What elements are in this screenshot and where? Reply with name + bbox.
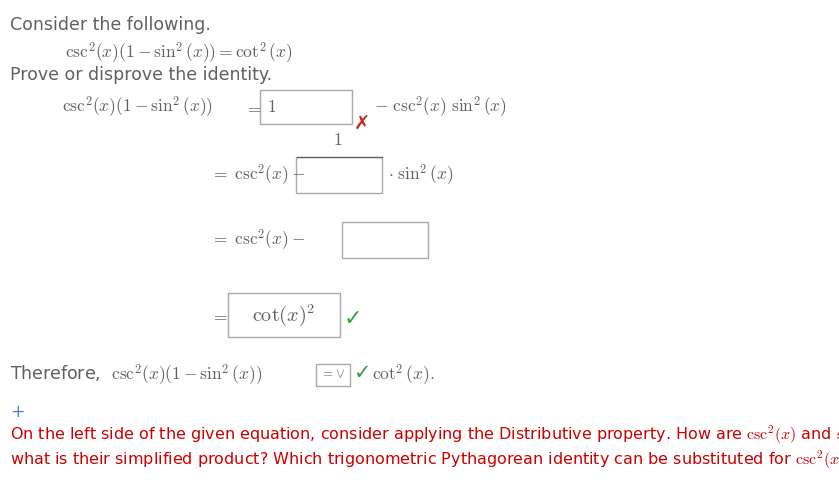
Bar (260, 90, 352, 124)
Text: +: + (10, 403, 24, 421)
Text: ✓: ✓ (344, 309, 362, 329)
Text: $\mathrm{csc}^2(x)(1 - \sin^2(x))$: $\mathrm{csc}^2(x)(1 - \sin^2(x))$ (62, 94, 213, 119)
Text: ✓: ✓ (354, 363, 372, 383)
Text: $- \ \mathrm{csc}^2(x) \ \sin^2(x)$: $- \ \mathrm{csc}^2(x) \ \sin^2(x)$ (374, 94, 507, 119)
Text: $=$: $=$ (210, 306, 227, 324)
Text: Therefore,  $\mathrm{csc}^2(x)(1 - \sin^2(x))$: Therefore, $\mathrm{csc}^2(x)(1 - \sin^2… (10, 362, 263, 388)
Text: what is their simplified product? Which trigonometric Pythagorean identity can b: what is their simplified product? Which … (10, 449, 839, 471)
Text: $\mathrm{csc}^2(x)(1 - \sin^2(x)) = \cot^2(x)$: $\mathrm{csc}^2(x)(1 - \sin^2(x)) = \cot… (65, 40, 293, 65)
Text: $= \!\vee$: $= \!\vee$ (320, 369, 346, 381)
Text: $1$: $1$ (333, 131, 342, 149)
Bar (228, 293, 340, 337)
Text: $\cot(x)^2$: $\cot(x)^2$ (253, 302, 315, 328)
Text: $\cdot \ \sin^2(x)$: $\cdot \ \sin^2(x)$ (388, 163, 453, 187)
Text: On the left side of the given equation, consider applying the Distributive prope: On the left side of the given equation, … (10, 424, 839, 446)
Text: $\cot^2(x).$: $\cot^2(x).$ (372, 362, 435, 388)
Text: $= \ \mathrm{csc}^2(x) -$: $= \ \mathrm{csc}^2(x) -$ (210, 227, 305, 252)
Text: $1$: $1$ (267, 98, 276, 116)
Text: ✗: ✗ (354, 115, 370, 134)
Text: Prove or disprove the identity.: Prove or disprove the identity. (10, 66, 272, 84)
Bar (296, 157, 382, 193)
Text: $= \ \mathrm{csc}^2(x) -$: $= \ \mathrm{csc}^2(x) -$ (210, 163, 305, 187)
Bar (316, 364, 350, 386)
Text: $=$: $=$ (244, 98, 262, 116)
Text: Consider the following.: Consider the following. (10, 16, 211, 34)
Bar (342, 222, 428, 258)
